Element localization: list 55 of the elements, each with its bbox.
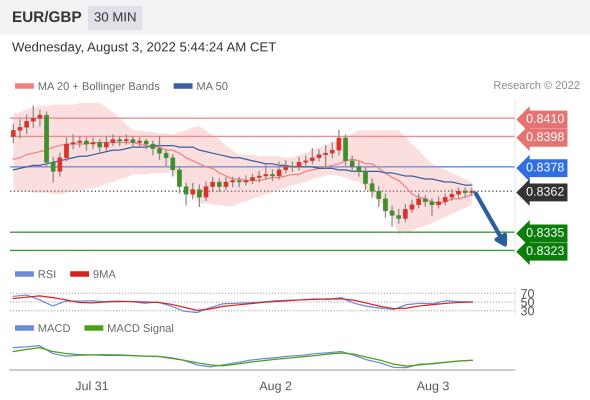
legend-label: MA 20 + Bollinger Bands [38, 82, 160, 92]
chart-subtitle: Wednesday, August 3, 2022 5:44:24 AM CET [12, 42, 276, 54]
line-series [12, 144, 472, 186]
y-tick-label: 0.8398 [526, 132, 564, 142]
legend-label: MACD Signal [108, 324, 174, 334]
candlestick [144, 138, 149, 150]
y-tick-label: 0.8323 [526, 246, 564, 256]
candlestick [270, 169, 275, 182]
y-tick-label: 0.8378 [526, 162, 564, 172]
y-tick-label: 0.8335 [526, 228, 564, 237]
x-tick-label: Jul 31 [76, 381, 108, 390]
candlestick [77, 136, 82, 148]
candlestick [263, 164, 268, 180]
candlestick [38, 110, 42, 126]
candlestick [430, 198, 434, 216]
candlestick [330, 142, 335, 158]
candlestick [170, 154, 176, 177]
candlestick [436, 196, 441, 208]
candlestick [442, 194, 448, 206]
candlestick [236, 176, 242, 188]
candlestick [130, 136, 136, 148]
y-tick-label: 30 [521, 306, 534, 316]
candlestick [343, 134, 348, 166]
candlestick [124, 134, 129, 145]
text: Research © 2022 [494, 80, 580, 89]
candlestick [90, 137, 96, 150]
candlestick [190, 182, 196, 200]
legend-label: MA 50 [197, 82, 228, 90]
series-label: MACD [38, 324, 70, 332]
candlestick [422, 195, 428, 207]
candlestick [350, 156, 355, 172]
chart-title: EUR/GBP [13, 10, 82, 22]
candlestick [276, 162, 282, 180]
x-tick-label: Aug 3 [416, 381, 449, 393]
candlestick [336, 130, 342, 156]
y-tick-label: 0.8362 [526, 186, 564, 196]
candlestick [30, 105, 36, 128]
legend-label: RSI [38, 270, 56, 278]
legend-label: 9MA [93, 270, 116, 278]
candlestick [290, 162, 295, 172]
candlestick [197, 184, 202, 207]
y-tick-label: 0.8410 [526, 114, 564, 123]
candlestick [84, 137, 89, 151]
x-tick-label: Aug 2 [259, 381, 292, 393]
y-tick-label: 70 [521, 289, 534, 298]
y-tick-label: 50 [521, 298, 534, 307]
candlestick [117, 136, 122, 146]
candlestick [283, 160, 288, 174]
candlestick [97, 138, 102, 152]
candlestick [216, 178, 222, 192]
candlestick [462, 187, 468, 198]
candlestick [376, 186, 382, 207]
candlestick [396, 208, 402, 224]
text: 30 MIN [94, 12, 136, 22]
candlestick [469, 187, 474, 196]
